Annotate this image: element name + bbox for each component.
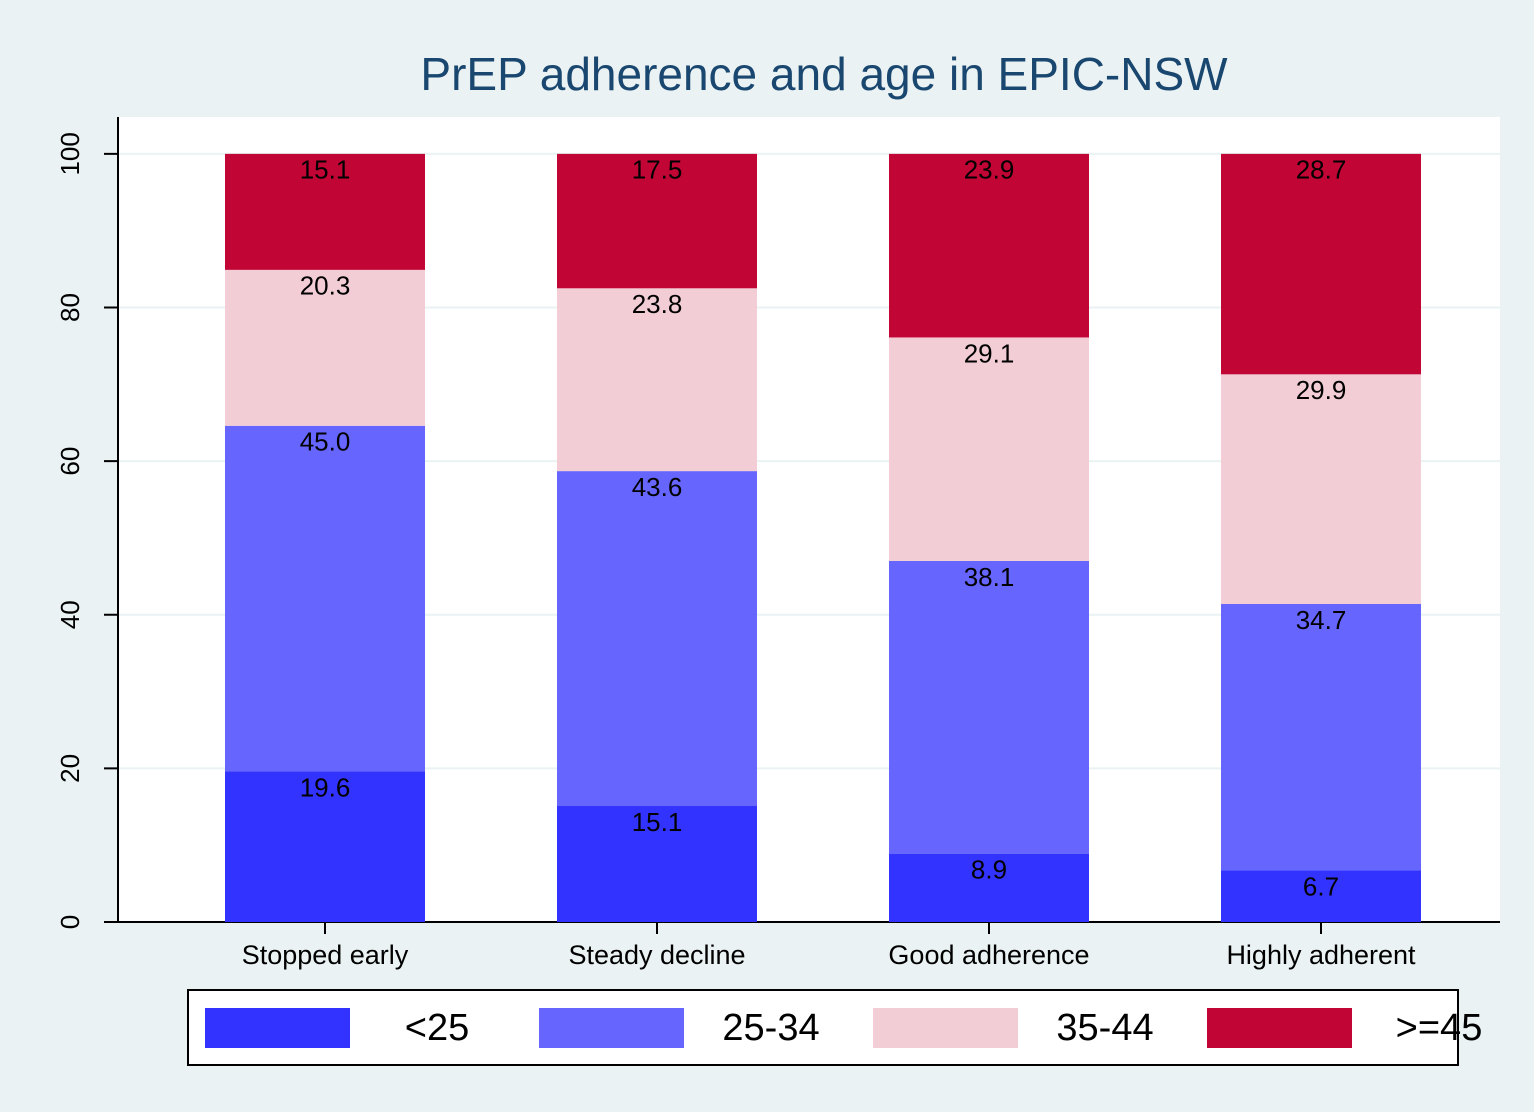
y-tick-label: 80: [55, 293, 85, 322]
bar-segment: [225, 153, 425, 270]
legend-swatch: [205, 1008, 350, 1048]
value-label: 34.7: [1296, 605, 1347, 635]
bar-segment: [225, 269, 425, 426]
value-label: 43.6: [632, 472, 683, 502]
value-label: 8.9: [971, 855, 1007, 885]
value-label: 15.1: [300, 155, 351, 185]
x-tick-label: Good adherence: [888, 940, 1089, 970]
bar-segment: [225, 771, 425, 922]
bar-segment: [557, 806, 757, 922]
bar-segment: [889, 337, 1089, 561]
x-tick-label: Highly adherent: [1226, 940, 1416, 970]
value-label: 15.1: [632, 807, 683, 837]
legend-label: 25-34: [722, 1007, 819, 1049]
bar-segment: [557, 288, 757, 472]
x-tick-label: Steady decline: [568, 940, 745, 970]
y-tick-label: 60: [55, 447, 85, 476]
legend-swatch: [1207, 1008, 1352, 1048]
legend-label: >=45: [1396, 1007, 1483, 1049]
legend-swatch: [873, 1008, 1018, 1048]
x-tick-label: Stopped early: [242, 940, 409, 970]
value-label: 23.9: [964, 155, 1015, 185]
value-label: 38.1: [964, 562, 1015, 592]
value-label: 17.5: [632, 155, 683, 185]
y-tick-label: 100: [55, 132, 85, 175]
bar-segment: [557, 471, 757, 807]
y-tick-label: 40: [55, 600, 85, 629]
bar-segment: [889, 153, 1089, 338]
chart-title: PrEP adherence and age in EPIC-NSW: [420, 48, 1228, 100]
bar-segment: [225, 425, 425, 772]
value-label: 45.0: [300, 427, 351, 457]
value-label: 28.7: [1296, 155, 1347, 185]
bar-segment: [889, 560, 1089, 854]
bar-segment: [1221, 603, 1421, 871]
value-label: 23.8: [632, 289, 683, 319]
y-tick-label: 0: [55, 915, 85, 929]
value-label: 20.3: [300, 271, 351, 301]
legend-swatch: [539, 1008, 684, 1048]
legend-label: <25: [405, 1007, 469, 1049]
value-label: 6.7: [1303, 871, 1339, 901]
bar-segment: [1221, 153, 1421, 375]
value-label: 19.6: [300, 772, 351, 802]
value-label: 29.9: [1296, 375, 1347, 405]
y-tick-label: 20: [55, 754, 85, 783]
bar-segment: [889, 853, 1089, 922]
bar-segment: [1221, 374, 1421, 604]
legend-label: 35-44: [1056, 1007, 1153, 1049]
value-label: 29.1: [964, 338, 1015, 368]
bar-segment: [1221, 870, 1421, 922]
bar-segment: [557, 153, 757, 289]
